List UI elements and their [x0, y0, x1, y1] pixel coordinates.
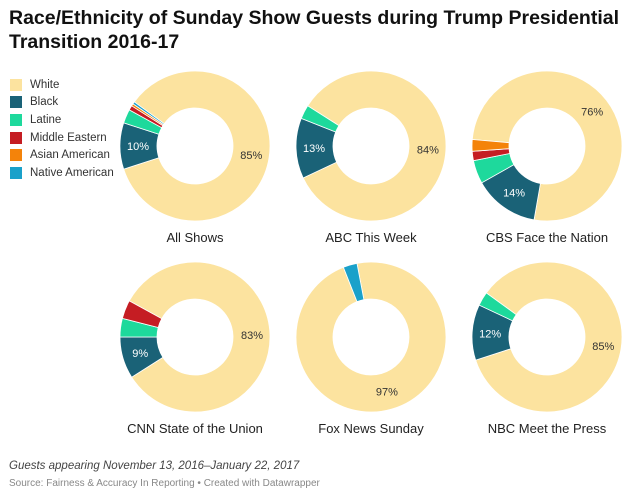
slice-white — [471, 70, 623, 222]
legend-label: Black — [30, 96, 59, 109]
legend-item-asian-american: Asian American — [10, 146, 114, 164]
legend-label: Asian American — [30, 149, 110, 162]
legend-swatch-native-american — [10, 166, 22, 179]
legend-label: Latine — [30, 113, 62, 126]
slice-label-black: 12% — [479, 328, 501, 340]
slice-label-black: 10% — [127, 141, 149, 153]
slice-white — [295, 261, 447, 413]
donut-nbc-meet-the-press: 85% 12% NBC Meet the Press — [471, 261, 623, 436]
slice-latine — [478, 292, 517, 322]
footnote: Guests appearing November 13, 2016–Janua… — [9, 460, 300, 472]
donut-cbs-face-the-nation: 76% 14% CBS Face the Nation — [471, 70, 623, 245]
slice-latine — [300, 105, 340, 133]
legend: White Black Latine Middle Eastern Asian Amer… — [10, 76, 114, 182]
slice-white — [475, 261, 623, 413]
slice-label-black: 13% — [303, 143, 325, 155]
donut-title: ABC This Week — [325, 230, 417, 245]
slice-white — [302, 70, 447, 222]
donut-abc-this-week: 84% 13% ABC This Week — [295, 70, 447, 245]
legend-label: Native American — [30, 166, 114, 179]
legend-item-native-american: Native American — [10, 164, 114, 182]
slice-label-white: 84% — [417, 145, 439, 157]
slice-white — [128, 261, 271, 413]
legend-item-middle-eastern: Middle Eastern — [10, 129, 114, 147]
legend-swatch-latine — [10, 113, 22, 126]
donut-fox-news-sunday: 97% Fox News Sunday — [295, 261, 447, 436]
donut-all-shows: 85% 10% All Shows — [119, 70, 271, 245]
legend-swatch-middle-eastern — [10, 131, 22, 144]
slice-label-black: 9% — [132, 348, 148, 360]
legend-label: White — [30, 78, 60, 91]
legend-item-black: Black — [10, 94, 114, 112]
slice-label-white: 85% — [240, 150, 262, 162]
donut-title: CNN State of the Union — [127, 421, 263, 436]
donut-cnn-state-of-the-union: 83% 9% CNN State of the Union — [119, 261, 271, 436]
slice-native-american — [342, 262, 365, 303]
legend-swatch-white — [10, 78, 22, 91]
donut-title: NBC Meet the Press — [488, 421, 607, 436]
slice-label-black: 14% — [503, 188, 525, 200]
source-line: Source: Fairness & Accuracy In Reporting… — [9, 478, 320, 489]
slice-native-american — [132, 101, 165, 126]
donut-title: All Shows — [166, 230, 224, 245]
slice-label-white: 76% — [581, 106, 603, 118]
slice-label-white: 83% — [241, 330, 263, 342]
donut-title: CBS Face the Nation — [486, 230, 608, 245]
slice-label-white: 85% — [592, 341, 614, 353]
slice-white — [123, 70, 271, 222]
legend-item-white: White — [10, 76, 114, 94]
slice-middle-eastern — [121, 300, 163, 329]
slice-label-white: 97% — [376, 387, 398, 399]
legend-swatch-black — [10, 96, 22, 109]
chart-title: Race/Ethnicity of Sunday Show Guests dur… — [9, 7, 620, 53]
donut-title: Fox News Sunday — [318, 421, 424, 436]
slice-asian-american — [471, 139, 510, 152]
legend-swatch-asian-american — [10, 149, 22, 162]
legend-label: Middle Eastern — [30, 131, 107, 144]
legend-item-latine: Latine — [10, 111, 114, 129]
donut-charts: 85% 10% All Shows 84% 13% ABC This Week 76% 14%… — [119, 70, 623, 436]
